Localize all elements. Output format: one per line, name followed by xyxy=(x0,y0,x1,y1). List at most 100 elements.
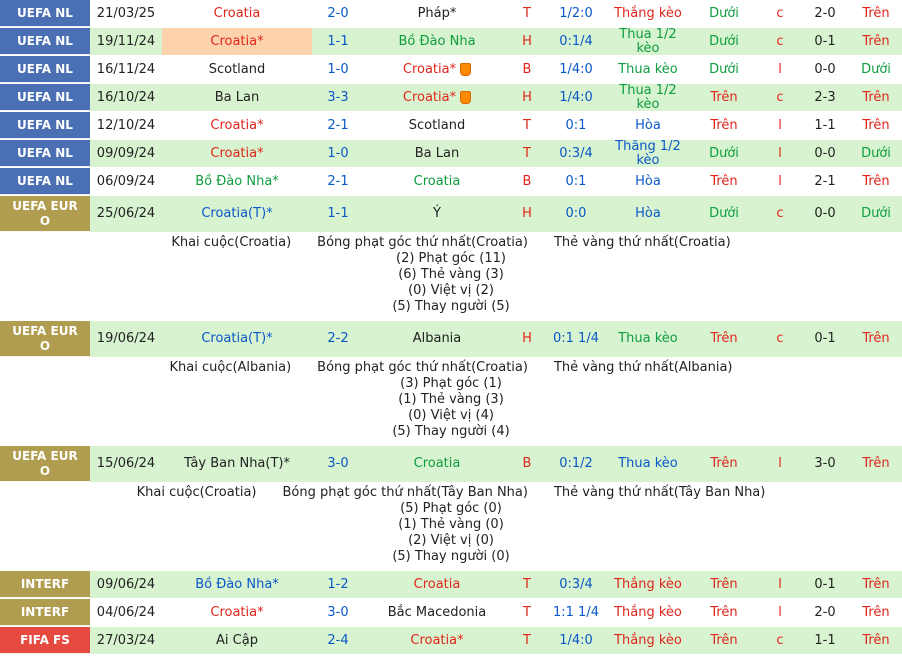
match-row[interactable]: INTERF 09/06/24 Bồ Đào Nha* 1-2 Croatia … xyxy=(0,571,902,599)
match-row[interactable]: UEFA NL 21/03/25 Croatia 2-0 Pháp* T 1/2… xyxy=(0,0,902,28)
home-team-cell: Scotland xyxy=(162,56,312,83)
match-row[interactable]: UEFA NL 16/11/24 Scotland 1-0 Croatia* B… xyxy=(0,56,902,84)
match-date: 21/03/25 xyxy=(96,5,156,21)
away-team-cell: Croatia* xyxy=(364,84,510,111)
over-under-result-2: Trên xyxy=(862,632,890,648)
handicap-value: 1:1 1/4 xyxy=(553,604,599,620)
ft-score: 2-0 xyxy=(327,5,349,21)
match-date: 16/10/24 xyxy=(96,89,156,105)
match-row[interactable]: UEFA NL 12/10/24 Croatia* 2-1 Scotland T… xyxy=(0,112,902,140)
over-under-result: Trên xyxy=(710,173,738,189)
ft-score: 2-1 xyxy=(327,117,349,133)
secondary-score: 2-1 xyxy=(814,173,836,189)
detail-header-item: Khai cuộc(Croatia) xyxy=(136,485,257,500)
match-row[interactable]: UEFA EURO 15/06/24 Tây Ban Nha(T)* 3-0 C… xyxy=(0,446,902,483)
detail-stat-line: (3) Phạt góc (1) xyxy=(400,376,502,391)
away-team-name: Albania xyxy=(412,331,462,346)
secondary-score: 1-1 xyxy=(814,632,836,648)
home-team-name: Croatia(T)* xyxy=(201,331,273,346)
over-under-result: Trên xyxy=(710,632,738,648)
secondary-score: 0-0 xyxy=(814,206,836,221)
home-team-cell: Ai Cập xyxy=(162,627,312,654)
detail-header-item: Khai cuộc(Albania) xyxy=(169,360,292,375)
over-under-result-2: Dưới xyxy=(861,145,891,161)
home-team-name: Croatia* xyxy=(210,145,264,161)
card-icon xyxy=(460,63,472,76)
home-team-cell: Croatia(T)* xyxy=(162,321,312,357)
match-date: 06/09/24 xyxy=(96,173,156,189)
match-date: 12/10/24 xyxy=(96,117,156,133)
home-team-name: Croatia* xyxy=(210,33,264,49)
away-team-cell: Croatia xyxy=(364,168,510,195)
away-team-name: Pháp* xyxy=(417,5,457,21)
detail-stat-line: (5) Phạt góc (0) xyxy=(400,501,502,516)
match-row[interactable]: UEFA NL 19/11/24 Croatia* 1-1 Bồ Đào Nha… xyxy=(0,28,902,56)
result-letter: T xyxy=(523,145,531,161)
detail-header-item: Khai cuộc(Croatia) xyxy=(171,235,292,250)
home-team-cell: Croatia* xyxy=(162,28,312,55)
match-row[interactable]: FIFA FS 27/03/24 Ai Cập 2-4 Croatia* T 1… xyxy=(0,627,902,655)
detail-header-item: Thẻ vàng thứ nhất(Croatia) xyxy=(553,235,731,250)
away-team-name: Scotland xyxy=(408,117,466,133)
result-letter: T xyxy=(523,117,531,133)
match-row[interactable]: UEFA NL 09/09/24 Croatia* 1-0 Ba Lan T 0… xyxy=(0,140,902,168)
ft-score: 3-3 xyxy=(327,89,349,105)
handicap-result: Thắng kèo xyxy=(614,632,682,648)
over-under-result-2: Dưới xyxy=(861,61,891,77)
match-detail-block: Khai cuộc(Croatia) Bóng phạt góc thứ nhất… xyxy=(0,233,902,321)
detail-header: Khai cuộc(Albania) Bóng phạt góc thứ nhất… xyxy=(0,360,902,376)
secondary-score: 3-0 xyxy=(814,456,836,471)
handicap-result: Thua kèo xyxy=(618,61,678,77)
over-under-result: Trên xyxy=(710,117,738,133)
over-under-result-2: Trên xyxy=(862,331,890,346)
away-team-cell: Croatia xyxy=(364,571,510,598)
match-date: 09/06/24 xyxy=(96,576,156,592)
detail-stat-line: (6) Thẻ vàng (3) xyxy=(398,267,504,282)
league-badge: UEFA NL xyxy=(0,84,90,111)
corner-letter: l xyxy=(778,576,782,592)
detail-stat-line: (5) Thay người (0) xyxy=(392,549,510,564)
home-team-name: Ai Cập xyxy=(216,632,258,648)
handicap-value: 1/4:0 xyxy=(559,61,593,77)
over-under-result: Trên xyxy=(710,456,738,471)
home-team-cell: Ba Lan xyxy=(162,84,312,111)
handicap-result: Thắng kèo xyxy=(614,576,682,592)
corner-letter: c xyxy=(776,331,784,346)
match-row[interactable]: UEFA EURO 19/06/24 Croatia(T)* 2-2 Alban… xyxy=(0,321,902,358)
result-letter: H xyxy=(522,206,532,221)
home-team-cell: Bồ Đào Nha* xyxy=(162,571,312,598)
handicap-value: 1/4:0 xyxy=(559,632,593,648)
over-under-result: Dưới xyxy=(709,33,739,49)
match-row[interactable]: UEFA NL 06/09/24 Bồ Đào Nha* 2-1 Croatia… xyxy=(0,168,902,196)
handicap-result: Hòa xyxy=(635,173,661,189)
handicap-result: Thắng 1/2 kèo xyxy=(615,140,681,167)
detail-stat-line: (0) Việt vị (4) xyxy=(408,408,494,423)
home-team-name: Croatia xyxy=(213,5,261,21)
secondary-score: 2-3 xyxy=(814,89,836,105)
handicap-result: Hòa xyxy=(635,206,661,221)
away-team-name: Croatia xyxy=(413,173,461,189)
match-row[interactable]: INTERF 04/06/24 Croatia* 3-0 Bắc Macedon… xyxy=(0,599,902,627)
home-team-cell: Tây Ban Nha(T)* xyxy=(162,446,312,482)
card-icon xyxy=(460,91,472,104)
secondary-score: 0-0 xyxy=(814,61,836,77)
over-under-result: Trên xyxy=(710,331,738,346)
result-letter: H xyxy=(522,33,532,49)
match-date: 04/06/24 xyxy=(96,604,156,620)
result-letter: T xyxy=(523,576,531,592)
over-under-result-2: Dưới xyxy=(861,206,891,221)
handicap-result: Thua 1/2 kèo xyxy=(619,28,677,55)
match-row[interactable]: UEFA EURO 25/06/24 Croatia(T)* 1-1 Ý H 0… xyxy=(0,196,902,233)
detail-lines: (3) Phạt góc (1) (1) Thẻ vàng (3) (0) Việt… xyxy=(0,376,902,440)
league-badge: UEFA EURO xyxy=(0,321,90,357)
over-under-result-2: Trên xyxy=(862,604,890,620)
ft-score: 1-0 xyxy=(327,61,349,77)
handicap-value: 0:3/4 xyxy=(559,576,593,592)
result-letter: H xyxy=(522,89,532,105)
away-team-cell: Bồ Đào Nha xyxy=(364,28,510,55)
match-row[interactable]: UEFA NL 16/10/24 Ba Lan 3-3 Croatia* H 1… xyxy=(0,84,902,112)
corner-letter: l xyxy=(778,173,782,189)
result-letter: B xyxy=(522,61,532,77)
home-team-cell: Croatia* xyxy=(162,112,312,139)
away-team-cell: Ý xyxy=(364,196,510,232)
